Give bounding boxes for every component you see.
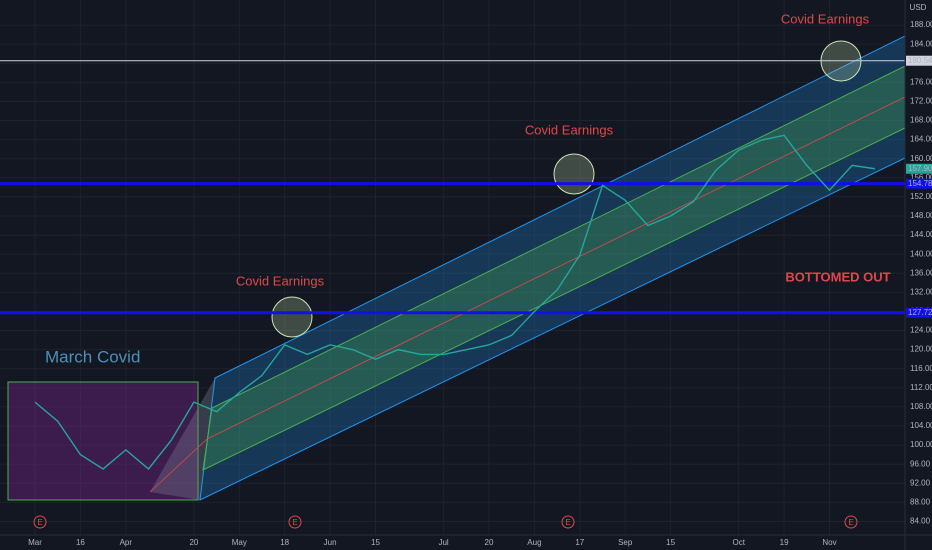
- level-label: 180.54: [908, 56, 932, 65]
- x-tick-label: Apr: [120, 538, 133, 547]
- y-tick-label: 176.00: [910, 77, 932, 86]
- y-tick-label: 172.00: [910, 97, 932, 106]
- x-tick-label: 20: [485, 538, 494, 547]
- level-tag: [906, 55, 932, 66]
- annotation: BOTTOMED OUT: [785, 269, 890, 284]
- march-box: [7, 381, 199, 501]
- level-tag: [906, 307, 932, 318]
- annotation: Covid Earnings: [781, 11, 870, 26]
- earnings-label: E: [565, 518, 570, 527]
- annotation: Covid Earnings: [525, 122, 614, 137]
- fan-line: [149, 438, 208, 493]
- x-tick-label: 18: [280, 538, 289, 547]
- earnings-label: E: [292, 518, 297, 527]
- y-tick-label: 168.00: [910, 116, 932, 125]
- y-tick-label: 140.00: [910, 249, 932, 258]
- x-tick-label: Nov: [822, 538, 836, 547]
- y-tick-label: 120.00: [910, 345, 932, 354]
- earnings-marker: [844, 515, 858, 529]
- price-line: [34, 134, 876, 470]
- y-tick-label: 124.00: [910, 326, 932, 335]
- x-tick-label: May: [232, 538, 247, 547]
- x-tick-label: 17: [575, 538, 584, 547]
- y-tick-label: 148.00: [910, 211, 932, 220]
- y-tick-label: 100.00: [910, 440, 932, 449]
- earnings-marker: [33, 515, 47, 529]
- earnings-markers: E E E E: [33, 515, 858, 529]
- annotation: Covid Earnings: [236, 273, 325, 288]
- earnings-label: E: [848, 518, 853, 527]
- y-tick-label: 188.00: [910, 20, 932, 29]
- currency: USD: [910, 3, 927, 12]
- y-tick-label: 104.00: [910, 421, 932, 430]
- earnings-label: E: [37, 518, 42, 527]
- x-tick-label: Sep: [618, 538, 633, 547]
- x-tick-label: 15: [371, 538, 380, 547]
- level-label: 127.72: [908, 308, 932, 317]
- fan: [150, 378, 215, 500]
- y-tick-label: 92.00: [910, 478, 931, 487]
- plot: [34, 134, 876, 470]
- y-tick-label: 136.00: [910, 268, 932, 277]
- y-tick-label: 144.00: [910, 230, 932, 239]
- x-tick-label: Aug: [527, 538, 541, 547]
- y-tick-label: 132.00: [910, 287, 932, 296]
- y-tick-label: 160.00: [910, 154, 932, 163]
- y-tick-label: 152.00: [910, 192, 932, 201]
- highlight-circle: [271, 296, 313, 338]
- annotation: March Covid: [45, 347, 140, 366]
- y-tick-label: 112.00: [910, 383, 932, 392]
- y-tick-label: 96.00: [910, 459, 931, 468]
- level-tag: [906, 178, 932, 189]
- grid: [0, 0, 905, 535]
- y-tick-label: 88.00: [910, 497, 931, 506]
- y-tick-label: 108.00: [910, 402, 932, 411]
- x-tick-label: Mar: [28, 538, 42, 547]
- x-tick-label: Jul: [438, 538, 448, 547]
- earnings-marker: [288, 515, 302, 529]
- x-tick-label: 15: [666, 538, 675, 547]
- y-tick-label: 116.00: [910, 364, 932, 373]
- level-label: 154.78: [908, 179, 932, 188]
- y-tick-label: 164.00: [910, 135, 932, 144]
- x-tick-label: Jun: [324, 538, 337, 547]
- last-price-label: 157.90: [908, 164, 932, 173]
- channel-median: [206, 96, 906, 440]
- last-price-tag: [906, 163, 932, 174]
- x-tick-label: 20: [189, 538, 198, 547]
- y-tick-label: 84.00: [910, 517, 931, 526]
- highlight-circle: [553, 153, 595, 195]
- x-tick-label: Oct: [732, 538, 745, 547]
- y-tick-label: 184.00: [910, 39, 932, 48]
- x-tick-label: 16: [76, 538, 85, 547]
- levels: [0, 60, 905, 315]
- earnings-marker: [561, 515, 575, 529]
- x-tick-label: 19: [780, 538, 789, 547]
- y-tick-label: 156.00: [910, 173, 932, 182]
